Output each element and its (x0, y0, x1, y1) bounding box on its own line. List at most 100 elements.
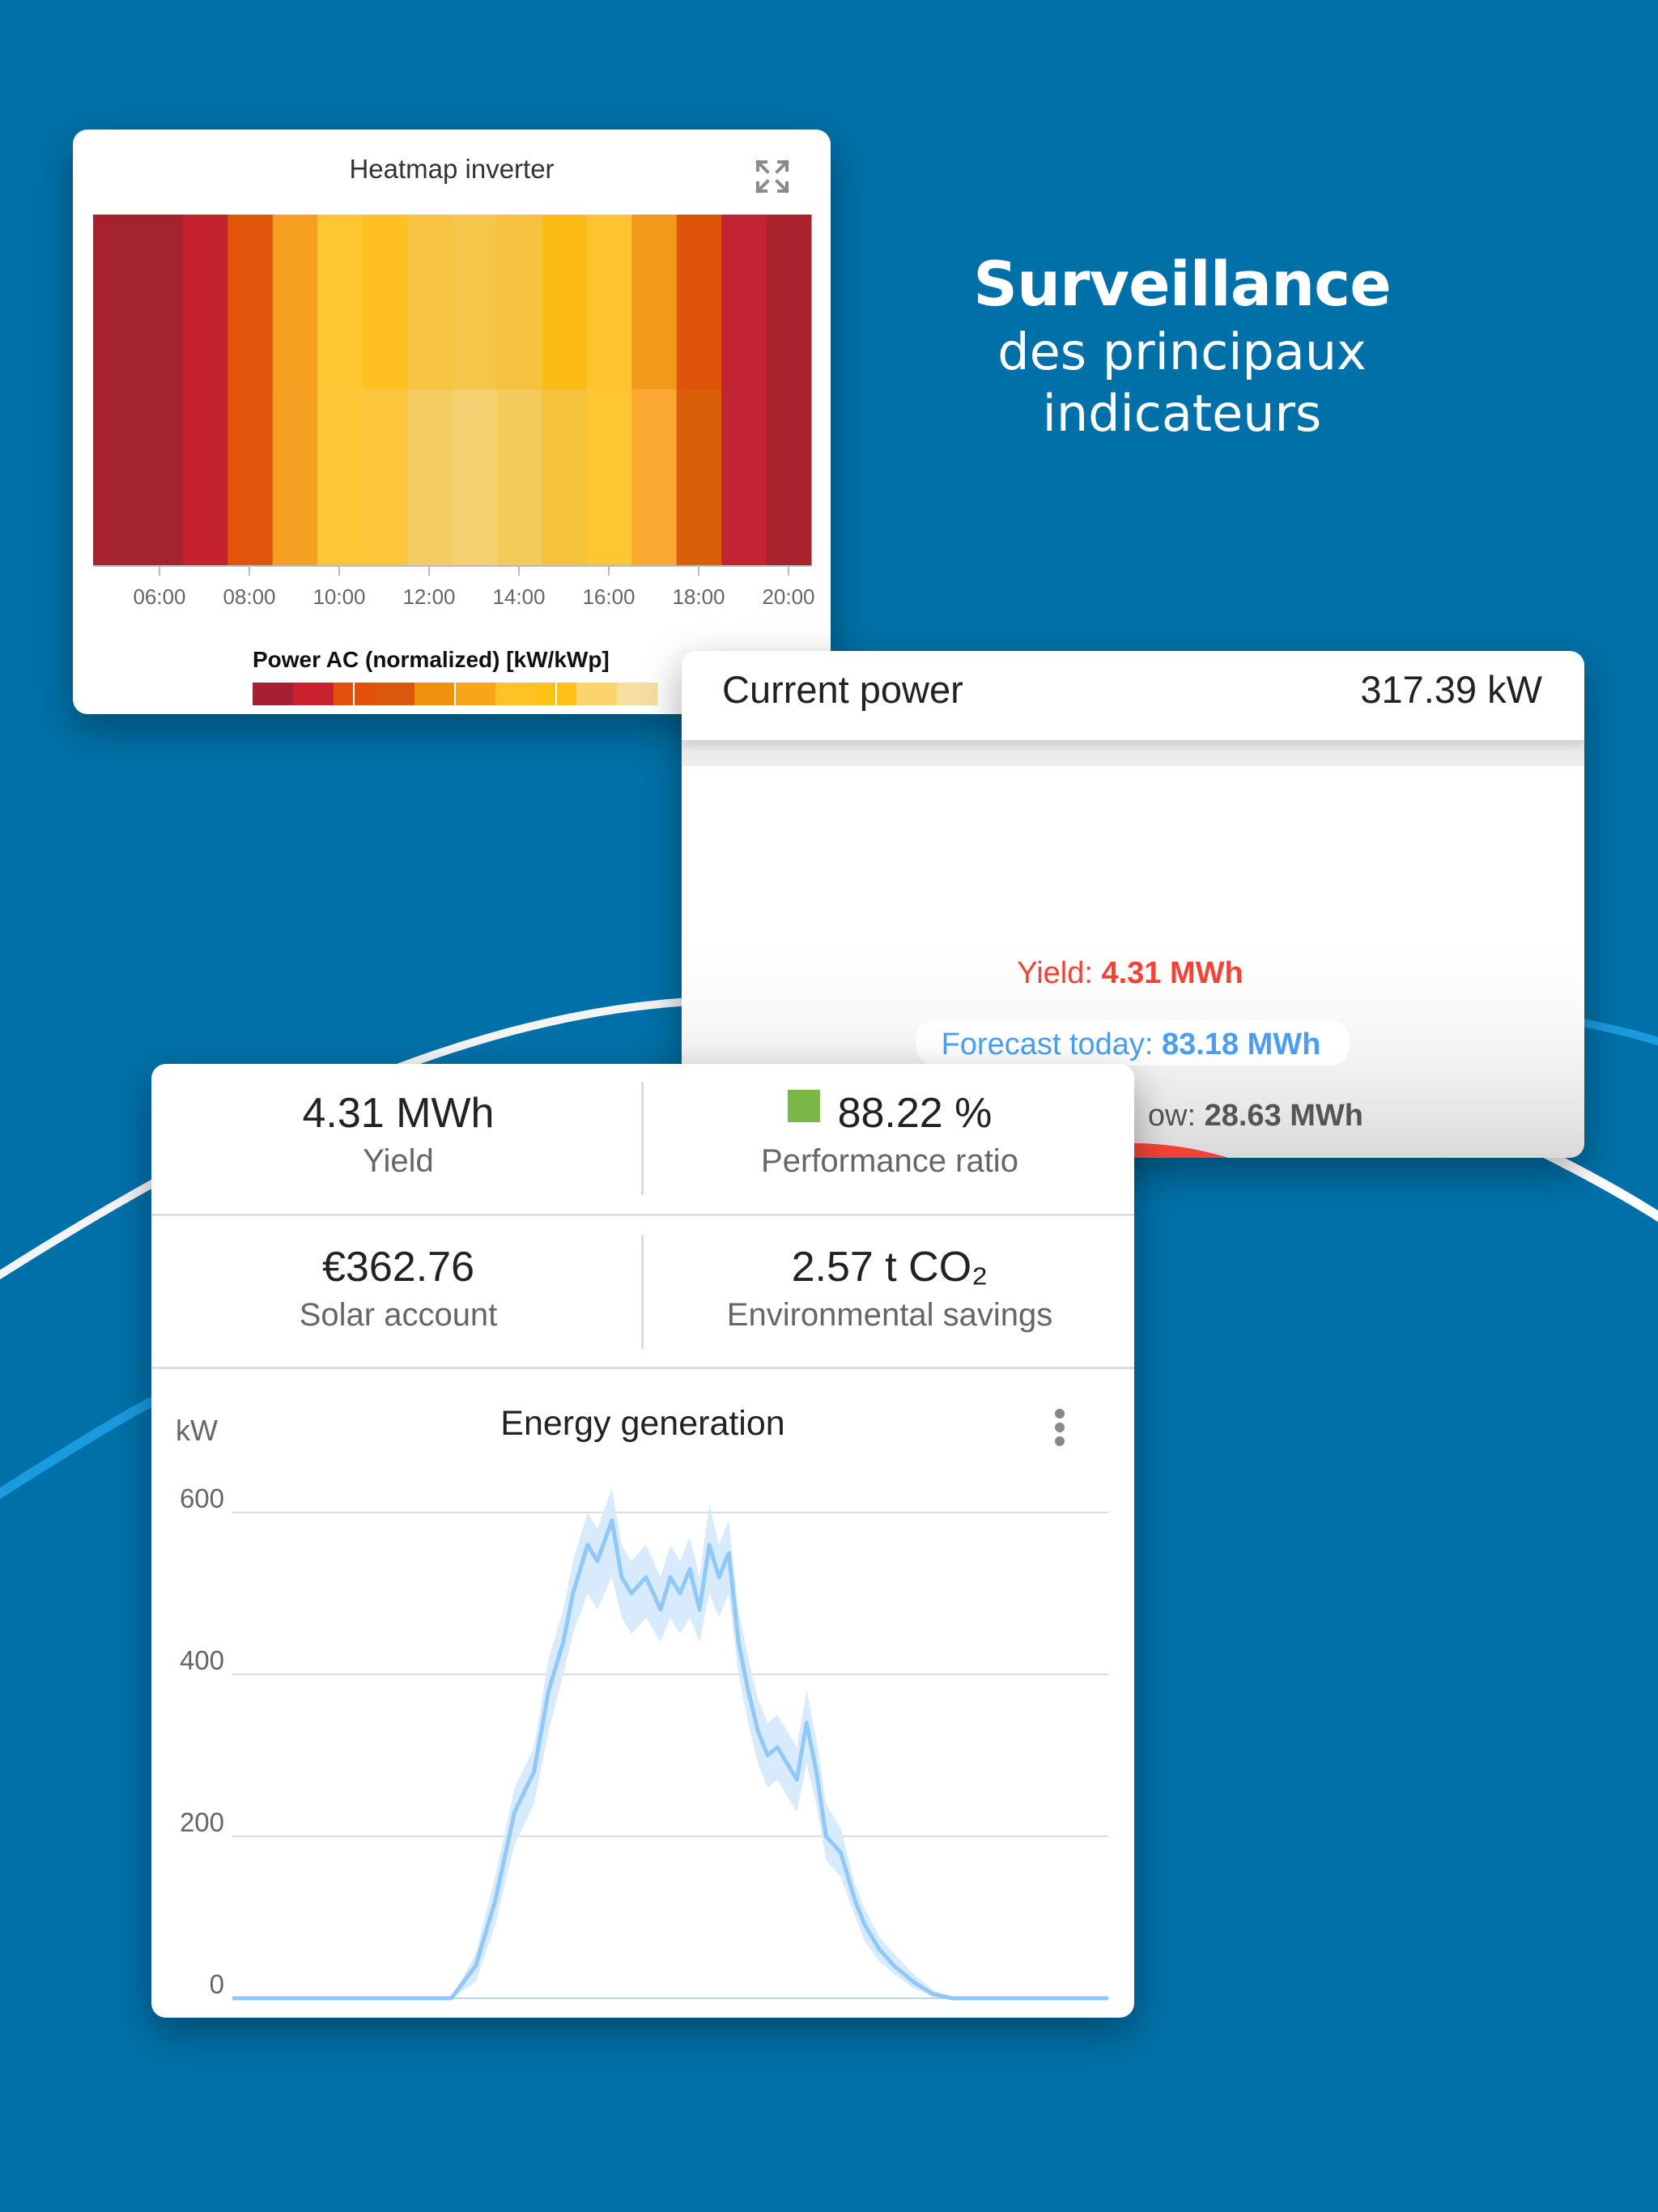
kpi-solar-account: €362.76 Solar account (155, 1242, 641, 1334)
chart-title: Energy generation (500, 1404, 785, 1443)
heatmap-legend-swatch (374, 683, 415, 705)
blue-arc (0, 1396, 156, 1499)
heatmap-cell (227, 389, 274, 566)
heatmap-legend-title: Power AC (normalized) [kW/kWp] (253, 647, 610, 672)
chart-y-tick-label: 200 (180, 1807, 224, 1837)
heatmap-tick-label: 16:00 (582, 585, 635, 609)
heatmap-legend-swatch (414, 683, 456, 705)
chart-power-line (232, 1518, 1108, 2001)
heatmap-cell (93, 389, 138, 566)
kpi-co2-value: 2.57 t CO₂ (791, 1244, 988, 1291)
expand-icon[interactable] (755, 159, 790, 194)
heatmap-cell (586, 389, 632, 566)
kpi-divider (641, 1082, 644, 1195)
kpi-solar-value: €362.76 (322, 1244, 474, 1291)
heatmap-cell (631, 389, 678, 566)
heatmap-legend-swatch (455, 683, 496, 705)
heatmap-cell (542, 389, 588, 566)
heatmap-tick-label: 20:00 (762, 585, 814, 609)
headline-title: Surveillance (973, 248, 1392, 320)
heatmap-cell (407, 389, 453, 566)
tomorrow-value: 28.63 MWh (1205, 1099, 1363, 1133)
heatmap-cell (676, 389, 722, 566)
chart-y-tick-label: 600 (180, 1483, 224, 1513)
heatmap-cell (182, 215, 228, 389)
kpi-chart-divider (151, 1367, 1134, 1369)
heatmap-title: Heatmap inverter (349, 154, 555, 184)
energy-generation-chart: 600 400 200 0 (180, 1483, 1108, 2001)
chart-y-tick-label: 0 (210, 1969, 224, 1999)
heatmap-cell (586, 215, 632, 389)
chart-y-unit: kW (176, 1414, 218, 1447)
heatmap-legend-swatch (617, 683, 658, 705)
headline: Surveillance des principaux indicateurs (923, 247, 1441, 445)
heatmap-tick-label: 12:00 (402, 585, 455, 609)
heatmap-cell (452, 215, 498, 389)
heatmap-cell (182, 389, 228, 566)
heatmap-cell (676, 215, 722, 389)
heatmap-cell (766, 389, 812, 566)
heatmap-cell (496, 389, 542, 566)
kpi-yield-label: Yield (363, 1143, 434, 1179)
heatmap-cell (272, 215, 318, 389)
heatmap-legend-swatch (495, 683, 537, 705)
tomorrow-label: ow: (1148, 1099, 1205, 1133)
heatmap-tick-label: 14:00 (492, 585, 545, 609)
heatmap-cell (631, 215, 678, 389)
heatmap-legend-swatch (293, 683, 334, 705)
heatmap-tick-label: 08:00 (223, 585, 275, 609)
heatmap-cell (362, 215, 408, 389)
forecast-label-bg (916, 1020, 1350, 1066)
kpi-solar-label: Solar account (299, 1297, 498, 1333)
current-power-value: 317.39 kW (1360, 668, 1542, 711)
heatmap-cell (407, 215, 453, 389)
heatmap-tick-label: 10:00 (312, 585, 365, 609)
kpi-pr-value: 88.22 % (837, 1090, 993, 1137)
headline-subtitle-2: indicateurs (1042, 384, 1322, 443)
heatmap-cell (542, 215, 588, 389)
kpi-chart-card: 4.31 MWh Yield 88.22 % Performance ratio… (151, 1064, 1134, 2018)
kpi-pr-label: Performance ratio (761, 1143, 1018, 1179)
heatmap-cell (452, 389, 498, 566)
header-separator (682, 742, 1584, 766)
kpi-yield-value: 4.31 MWh (302, 1090, 495, 1137)
heatmap-cell (496, 215, 542, 389)
heatmap-cell (93, 215, 138, 389)
kpi-row-divider (151, 1214, 1134, 1216)
heatmap-cell (766, 215, 812, 389)
heatmap-cell (721, 215, 767, 389)
forecast-value: 83.18 MWh (1162, 1027, 1320, 1061)
heatmap-legend-swatch (253, 683, 294, 705)
heatmap-cell (721, 389, 767, 566)
kpi-divider (641, 1236, 644, 1349)
yield-readout: Yield: 4.31 MWh (1017, 956, 1243, 990)
kpi-yield: 4.31 MWh Yield (155, 1088, 641, 1180)
tomorrow-readout: ow: 28.63 MWh (1148, 1099, 1363, 1133)
kpi-co2-label: Environmental savings (726, 1297, 1053, 1333)
heatmap-chart: 06:00 08:00 10:00 12:00 14:00 16:00 18:00 20:00… (93, 215, 815, 705)
heatmap-cell (362, 389, 408, 566)
heatmap-legend-swatch (576, 683, 618, 705)
kpi-performance-ratio: 88.22 % Performance ratio (647, 1088, 1133, 1180)
current-power-label: Current power (722, 668, 963, 711)
headline-subtitle-1: des principaux (997, 322, 1367, 381)
chart-forecast-band (232, 1488, 1108, 1998)
status-square-icon (787, 1090, 820, 1122)
blue-arc-right (1578, 1018, 1658, 1046)
heatmap-tick-label: 18:00 (672, 585, 725, 609)
heatmap-cell (317, 389, 363, 566)
current-power-header: Current power 317.39 kW (682, 651, 1584, 742)
more-options-icon[interactable] (1052, 1409, 1068, 1449)
heatmap-cell (272, 389, 318, 566)
white-arc-right (1536, 1145, 1658, 1223)
chart-y-tick-label: 400 (180, 1645, 224, 1675)
heatmap-cell (317, 215, 363, 389)
kpi-environmental-savings: 2.57 t CO₂ Environmental savings (647, 1242, 1133, 1334)
yield-label: Yield: (1017, 956, 1101, 990)
heatmap-tick-label: 06:00 (133, 585, 185, 609)
heatmap-cell (227, 215, 274, 389)
forecast-label: Forecast today: (942, 1027, 1162, 1061)
heatmap-cell (138, 215, 184, 389)
heatmap-card: Heatmap inverter 06:00 08:00 10:00 12:00 14:… (73, 130, 831, 714)
forecast-readout: Forecast today: 83.18 MWh (942, 1027, 1321, 1061)
